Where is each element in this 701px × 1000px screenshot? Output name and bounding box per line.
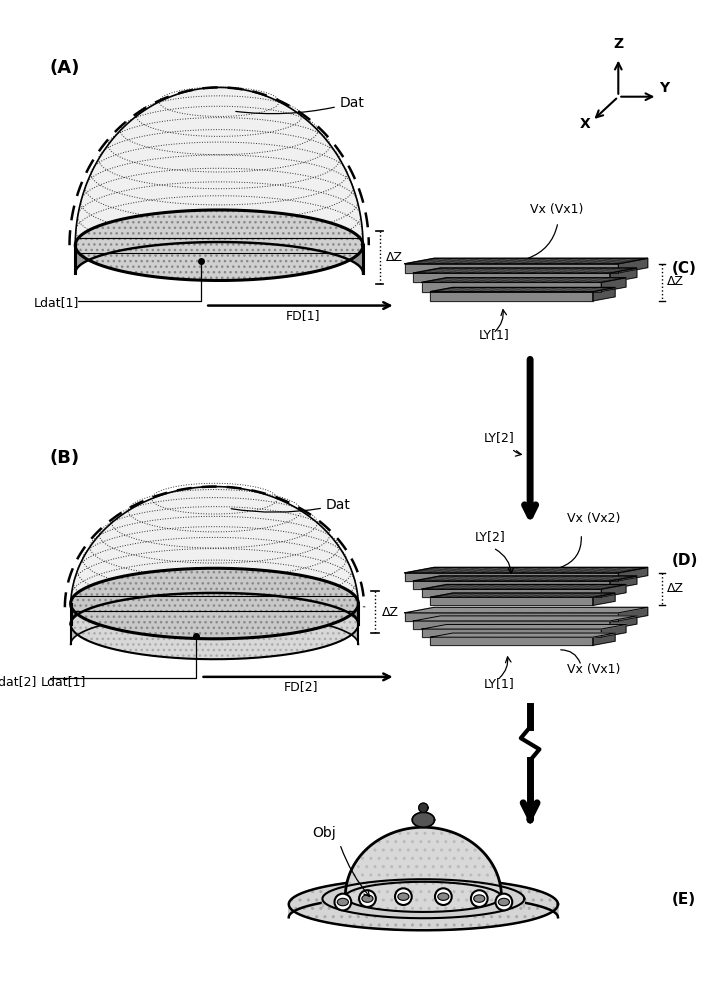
Text: FD[1]: FD[1] bbox=[286, 309, 320, 322]
Polygon shape bbox=[412, 812, 435, 827]
Polygon shape bbox=[404, 567, 648, 573]
Polygon shape bbox=[414, 581, 610, 589]
Text: Ldat[1]: Ldat[1] bbox=[34, 296, 79, 309]
Circle shape bbox=[359, 890, 376, 907]
Polygon shape bbox=[414, 273, 610, 282]
Polygon shape bbox=[71, 589, 358, 644]
Polygon shape bbox=[404, 573, 618, 581]
Text: FD[2]: FD[2] bbox=[284, 680, 319, 693]
Polygon shape bbox=[610, 616, 637, 629]
Polygon shape bbox=[430, 633, 615, 637]
Polygon shape bbox=[75, 210, 363, 280]
Polygon shape bbox=[618, 607, 648, 621]
Circle shape bbox=[435, 888, 451, 905]
Text: ΔZ: ΔZ bbox=[386, 251, 403, 264]
Polygon shape bbox=[422, 282, 601, 292]
Polygon shape bbox=[404, 613, 618, 621]
Text: Vx (Vx2): Vx (Vx2) bbox=[567, 512, 620, 525]
Text: ΔZ: ΔZ bbox=[381, 606, 399, 619]
Text: ΔZ: ΔZ bbox=[667, 582, 683, 595]
Text: (B): (B) bbox=[49, 449, 79, 467]
Polygon shape bbox=[610, 576, 637, 589]
Text: ΔZ: ΔZ bbox=[667, 275, 683, 288]
Circle shape bbox=[395, 888, 411, 905]
Polygon shape bbox=[71, 568, 358, 639]
Text: (A): (A) bbox=[49, 59, 80, 77]
Polygon shape bbox=[601, 624, 626, 637]
Polygon shape bbox=[422, 585, 626, 589]
Text: LY[1]: LY[1] bbox=[484, 677, 515, 690]
Ellipse shape bbox=[362, 895, 373, 902]
Text: Dat: Dat bbox=[236, 96, 365, 114]
Polygon shape bbox=[322, 879, 524, 908]
Polygon shape bbox=[601, 585, 626, 597]
Text: Vx (Vx1): Vx (Vx1) bbox=[530, 203, 583, 216]
Text: Obj: Obj bbox=[312, 826, 336, 840]
Polygon shape bbox=[430, 287, 615, 292]
Text: (E): (E) bbox=[672, 892, 696, 907]
Polygon shape bbox=[610, 268, 637, 282]
Text: (D): (D) bbox=[672, 553, 698, 568]
Polygon shape bbox=[346, 827, 501, 912]
Text: Z: Z bbox=[613, 37, 624, 51]
Text: X: X bbox=[579, 117, 590, 131]
Polygon shape bbox=[430, 597, 592, 605]
Polygon shape bbox=[289, 878, 558, 917]
Text: LY[2]: LY[2] bbox=[484, 431, 515, 444]
Polygon shape bbox=[414, 576, 637, 581]
Polygon shape bbox=[75, 210, 363, 273]
Polygon shape bbox=[418, 803, 428, 812]
Polygon shape bbox=[592, 287, 615, 301]
Polygon shape bbox=[404, 607, 648, 613]
Text: LY[1]: LY[1] bbox=[479, 328, 510, 341]
Text: LY[2]: LY[2] bbox=[475, 530, 505, 543]
Polygon shape bbox=[422, 629, 601, 637]
Text: Ldat[2]: Ldat[2] bbox=[0, 675, 37, 688]
Polygon shape bbox=[592, 593, 615, 605]
Polygon shape bbox=[75, 87, 363, 280]
Polygon shape bbox=[618, 258, 648, 273]
Ellipse shape bbox=[498, 898, 510, 906]
Polygon shape bbox=[430, 292, 592, 301]
Polygon shape bbox=[422, 278, 626, 282]
Polygon shape bbox=[618, 567, 648, 581]
Text: Y: Y bbox=[659, 81, 669, 95]
Ellipse shape bbox=[438, 893, 449, 900]
Text: Dat: Dat bbox=[231, 498, 350, 512]
Ellipse shape bbox=[397, 893, 409, 900]
Text: Ldat[1]: Ldat[1] bbox=[41, 675, 86, 688]
Polygon shape bbox=[430, 593, 615, 597]
Circle shape bbox=[496, 894, 512, 910]
Polygon shape bbox=[71, 589, 358, 659]
Polygon shape bbox=[414, 616, 637, 621]
Polygon shape bbox=[71, 487, 358, 643]
Polygon shape bbox=[322, 879, 524, 918]
Ellipse shape bbox=[474, 895, 485, 902]
Polygon shape bbox=[601, 278, 626, 292]
Polygon shape bbox=[404, 258, 648, 264]
Circle shape bbox=[334, 894, 351, 910]
Polygon shape bbox=[422, 589, 601, 597]
Polygon shape bbox=[404, 264, 618, 273]
Text: (C): (C) bbox=[672, 261, 697, 276]
Ellipse shape bbox=[337, 898, 348, 906]
Polygon shape bbox=[430, 637, 592, 645]
Polygon shape bbox=[592, 633, 615, 645]
Polygon shape bbox=[71, 568, 358, 624]
Polygon shape bbox=[414, 268, 637, 273]
Polygon shape bbox=[414, 621, 610, 629]
Polygon shape bbox=[289, 878, 558, 930]
Text: Vx (Vx1): Vx (Vx1) bbox=[567, 663, 620, 676]
Circle shape bbox=[471, 890, 488, 907]
Polygon shape bbox=[422, 624, 626, 629]
